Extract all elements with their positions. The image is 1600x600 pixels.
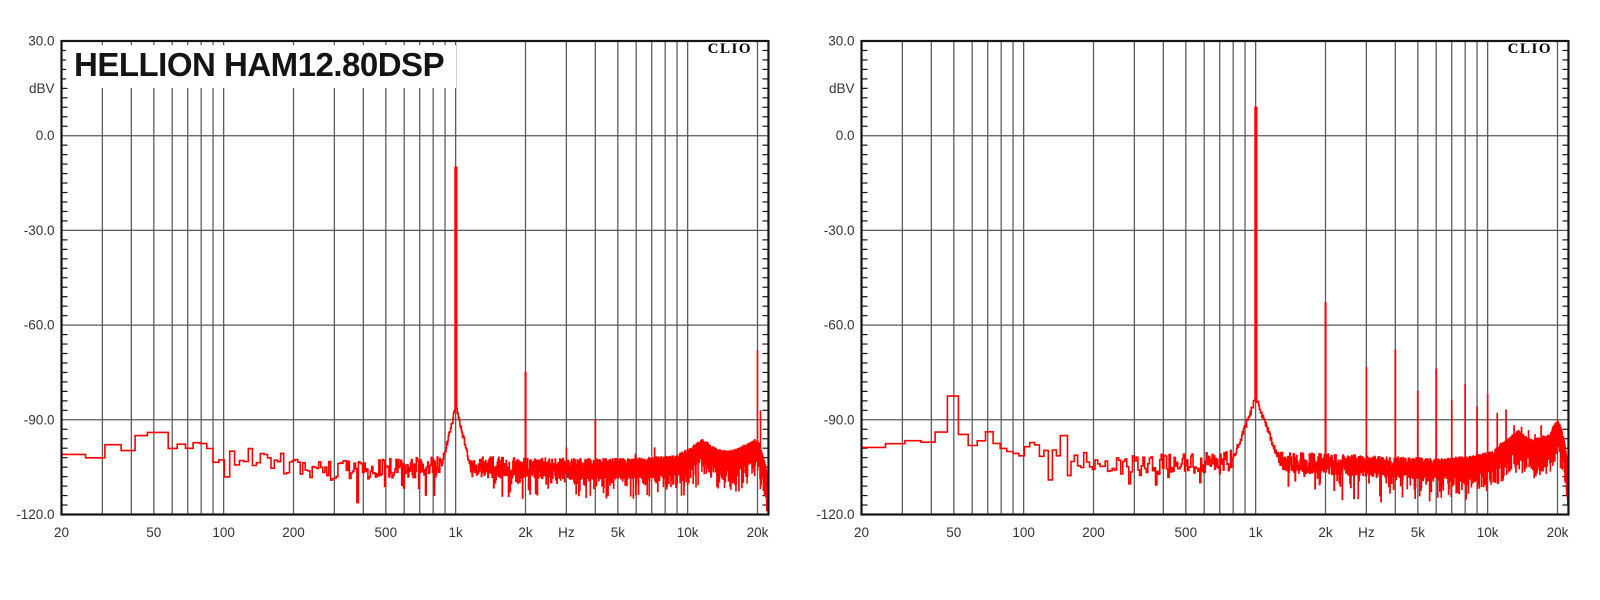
x-tick-label: 10k [1477,525,1499,540]
x-tick-label: 10k [677,525,699,540]
x-tick-label: 20k [1547,525,1569,540]
x-tick-label: 1k [1249,525,1264,540]
y-axis-unit-label: dBV [829,81,855,96]
y-tick-label: -120.0 [16,507,54,522]
y-tick-label: 30.0 [828,34,854,49]
fft-trace [61,166,769,512]
x-tick-label: 500 [375,525,398,540]
x-tick-label: 50 [146,525,161,540]
x-tick-label: 200 [1082,525,1105,540]
x-tick-label: 20k [747,525,769,540]
fft-trace [861,106,1569,505]
x-tick-label: 2k [1318,525,1333,540]
x-tick-label: Hz [1358,525,1375,540]
y-tick-label: -60.0 [24,318,55,333]
x-tick-label: 2k [518,525,533,540]
x-tick-label: 1k [449,525,464,540]
x-tick-label: 50 [946,525,961,540]
y-axis-unit-label: dBV [29,81,55,96]
fft-chart-panel-right: 30.0 0.0 -30.0 -60.0 -90.0 -120.0 dBV 20 50 100 20… [816,34,1570,540]
y-tick-label: -120.0 [816,507,854,522]
x-tick-label: 5k [611,525,626,540]
y-tick-label: 30.0 [28,34,54,49]
x-tick-label: 100 [1012,525,1035,540]
plot-border [60,39,770,516]
y-tick-label: -90.0 [824,412,855,427]
y-tick-label: -60.0 [824,318,855,333]
clio-logo: CLIO [705,41,754,57]
x-tick-label: 20 [54,525,69,540]
y-tick-label: -30.0 [824,223,855,238]
plot-border [860,39,1570,516]
fft-chart-panel-left: 30.0 0.0 -30.0 -60.0 -90.0 -120.0 dBV 20 50 100 20… [16,34,770,540]
clio-logo: CLIO [1505,41,1554,57]
x-tick-label: 20 [854,525,869,540]
x-tick-label: 500 [1175,525,1198,540]
chart-title: HELLION HAM12.80DSP [66,45,457,88]
x-tick-label: 5k [1411,525,1426,540]
x-tick-label: 100 [212,525,235,540]
x-tick-label: Hz [558,525,575,540]
y-tick-label: -90.0 [24,412,55,427]
y-tick-label: -30.0 [24,223,55,238]
y-tick-label: 0.0 [36,128,55,143]
y-tick-label: 0.0 [836,128,855,143]
x-tick-label: 200 [282,525,305,540]
